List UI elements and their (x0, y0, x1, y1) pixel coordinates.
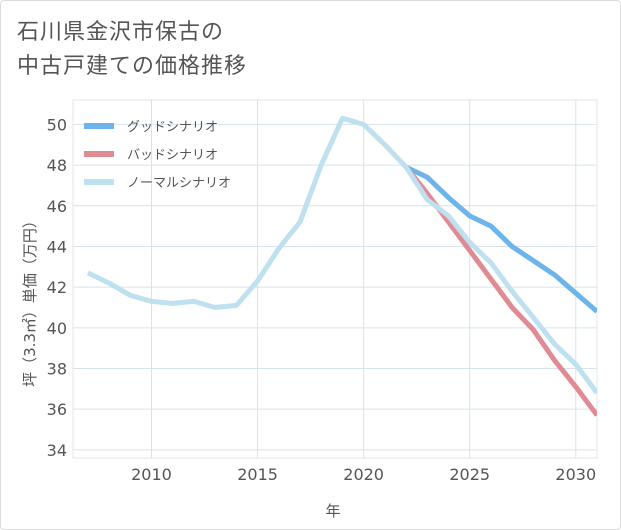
series-line-0 (405, 164, 597, 314)
y-tick-label: 44 (47, 237, 67, 256)
x-axis-label: 年 (325, 502, 340, 520)
y-tick-label: 50 (47, 115, 67, 134)
series-line-2 (86, 115, 597, 395)
plot-area (72, 99, 598, 459)
legend-label: ノーマルシナリオ (127, 176, 231, 191)
legend-label: バッドシナリオ (127, 148, 218, 163)
x-tick-label: 2010 (131, 465, 172, 484)
y-tick-label: 40 (47, 319, 67, 338)
x-tick-label: 2030 (555, 465, 596, 484)
y-tick-label: 48 (47, 156, 67, 175)
series-lines (86, 115, 597, 417)
x-tick-label: 2025 (449, 465, 490, 484)
title-line-2: 中古戸建ての価格推移 (17, 54, 248, 79)
x-tick-label: 2020 (343, 465, 384, 484)
y-tick-label: 34 (47, 441, 67, 460)
x-tick-labels: 2010 2015 2020 2025 2030 (131, 465, 596, 484)
y-tick-label: 36 (47, 400, 67, 419)
y-axis-label: 坪（3.3㎡）単価（万円） (21, 213, 39, 387)
page-title: 石川県金沢市保古の 中古戸建ての価格推移 (17, 16, 247, 84)
y-tick-label: 46 (47, 197, 67, 216)
y-tick-label: 42 (47, 278, 67, 297)
x-tick-label: 2015 (237, 465, 278, 484)
legend-label: グッドシナリオ (127, 120, 218, 135)
grid (73, 100, 597, 458)
y-tick-label: 38 (47, 360, 67, 379)
title-line-1: 石川県金沢市保古の (17, 20, 225, 45)
y-tick-labels: 34 36 38 40 42 44 46 48 50 (47, 115, 67, 459)
